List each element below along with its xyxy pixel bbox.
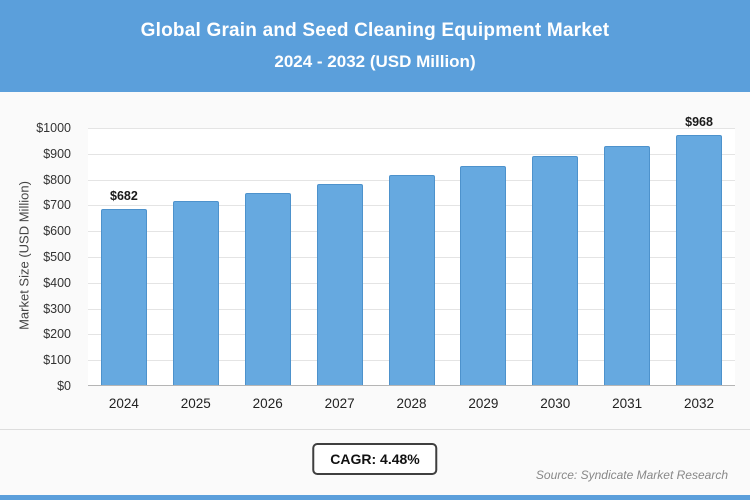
bar-2032 xyxy=(676,135,723,385)
y-tick-label: $100 xyxy=(43,353,71,368)
y-tick-label: $600 xyxy=(43,224,71,239)
y-tick-label: $700 xyxy=(43,198,71,213)
y-tick-label: $400 xyxy=(43,275,71,290)
gridline xyxy=(88,128,735,129)
x-tick-label: 2030 xyxy=(540,396,571,411)
chart-title-line2: 2024 - 2032 (USD Million) xyxy=(274,52,476,71)
bar-value-label: $682 xyxy=(110,189,138,204)
y-tick-label: $1000 xyxy=(36,121,71,135)
bar-2028 xyxy=(388,175,435,385)
x-tick-label: 2029 xyxy=(468,396,499,411)
x-tick-label: 2024 xyxy=(108,396,139,411)
chart-title-line1: Global Grain and Seed Cleaning Equipment… xyxy=(140,20,610,41)
x-tick-label: 2025 xyxy=(180,396,211,411)
y-tick-label: $300 xyxy=(43,301,71,316)
y-tick-label: $200 xyxy=(43,327,71,342)
bar-2026 xyxy=(244,193,291,385)
x-axis-labels: 2024 2025 2026 2027 2028 2029 2030 2031 2032 xyxy=(88,396,735,420)
bar-2031 xyxy=(604,146,651,385)
bar-2025 xyxy=(172,201,219,385)
y-tick-label: $900 xyxy=(43,146,71,161)
x-tick-label: 2031 xyxy=(612,396,643,411)
plot-area: $682 $968 xyxy=(88,115,735,386)
y-axis-ticks: $0 $100 $200 $300 $400 $500 $600 $700 $800 $900 $1… xyxy=(0,121,80,393)
bar-2030 xyxy=(532,156,579,385)
bar-2029 xyxy=(460,165,507,385)
x-tick-label: 2028 xyxy=(396,396,427,411)
bar-value-label: $968 xyxy=(685,115,713,130)
chart-header: Global Grain and Seed Cleaning Equipment… xyxy=(0,0,750,92)
gridline xyxy=(88,153,735,155)
y-tick-label: $500 xyxy=(43,250,71,264)
y-tick-label: $800 xyxy=(43,172,71,187)
x-tick-label: 2032 xyxy=(684,396,715,411)
chart-area: Market Size (USD Million) $0 $100 $200 $300… xyxy=(0,100,750,430)
source-credit: Source: Syndicate Market Research xyxy=(535,468,728,482)
bar-2027 xyxy=(316,184,363,385)
cagr-badge: CAGR: 4.48% xyxy=(312,443,438,475)
bar-2024 xyxy=(100,209,147,385)
x-tick-label: 2026 xyxy=(252,396,283,411)
y-tick-label: $0 xyxy=(57,379,71,393)
x-tick-label: 2027 xyxy=(324,396,355,411)
bottom-accent-bar xyxy=(0,495,750,500)
